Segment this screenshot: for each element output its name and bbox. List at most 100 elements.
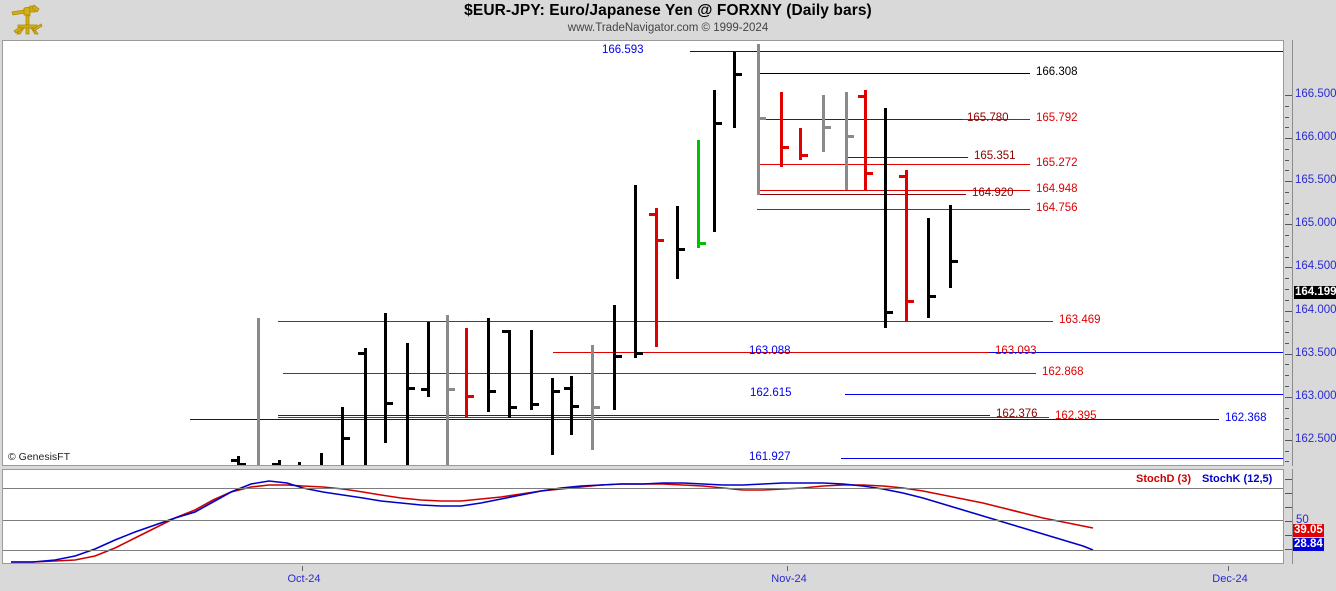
- genesisft-watermark: © GenesisFT: [8, 451, 71, 463]
- ohlc-close-tick: [532, 403, 539, 406]
- price-axis-minor-tick: [1285, 159, 1289, 161]
- ohlc-close-tick: [572, 405, 579, 408]
- ohlc-bar: [384, 313, 387, 443]
- date-axis-label: Dec-24: [1212, 573, 1248, 585]
- price-axis-minor-tick: [1285, 321, 1289, 323]
- date-axis-tick: [787, 566, 788, 571]
- ohlc-bar: [487, 318, 490, 412]
- ohlc-close-tick: [239, 463, 246, 465]
- price-axis-minor-tick: [1285, 342, 1289, 344]
- price-level-line: [962, 119, 1030, 120]
- price-level-label: 162.615: [750, 387, 792, 399]
- osc-tick: [1285, 549, 1292, 550]
- price-level-line: [278, 417, 1049, 418]
- price-level-label: 161.927: [749, 451, 791, 463]
- price-axis-minor-tick: [1285, 245, 1289, 247]
- ohlc-bar: [799, 128, 802, 160]
- stochd-value-badge: 39.05: [1293, 524, 1324, 537]
- ohlc-bar: [591, 345, 594, 450]
- ohlc-bar: [508, 330, 511, 418]
- chart-header: $EUR-JPY: Euro/Japanese Yen @ FORXNY (Da…: [0, 0, 1336, 38]
- ohlc-open-tick: [421, 388, 428, 391]
- ohlc-close-tick: [801, 154, 808, 157]
- ohlc-bar: [676, 206, 679, 279]
- price-axis-tick: [1285, 396, 1292, 398]
- ohlc-open-tick: [858, 95, 865, 98]
- price-level-label: 162.868: [1042, 366, 1084, 378]
- price-level-label: 163.093: [995, 345, 1037, 357]
- price-axis-label: 163.000: [1295, 389, 1336, 402]
- ohlc-bar: [884, 108, 887, 328]
- ohlc-bar: [927, 218, 930, 318]
- page-title: $EUR-JPY: Euro/Japanese Yen @ FORXNY (Da…: [464, 2, 872, 19]
- ohlc-bar: [613, 305, 616, 410]
- price-level-label: 162.376: [996, 408, 1038, 420]
- ohlc-bar: [427, 322, 430, 397]
- osc-gridline-bottom: [3, 550, 1283, 551]
- price-axis-minor-tick: [1285, 105, 1289, 107]
- price-axis-minor-tick: [1285, 299, 1289, 301]
- ohlc-close-tick: [886, 311, 893, 314]
- price-level-label: 162.368: [1225, 412, 1267, 424]
- ohlc-close-tick: [467, 395, 474, 398]
- price-level-label: 165.780: [967, 112, 1009, 124]
- price-level-label: 166.308: [1036, 66, 1078, 78]
- price-level-line: [757, 194, 966, 195]
- price-level-line: [757, 164, 1030, 165]
- date-axis-tick: [1228, 566, 1229, 571]
- ohlc-open-tick: [502, 330, 509, 333]
- ohlc-open-tick: [272, 463, 279, 465]
- price-level-line: [757, 190, 1030, 191]
- price-level-line: [278, 415, 990, 416]
- ohlc-close-tick: [448, 388, 455, 391]
- stochastic-oscillator-pane[interactable]: StochD (3) StochK (12,5): [2, 469, 1284, 564]
- price-axis-minor-tick: [1285, 202, 1289, 204]
- price-axis-tick: [1285, 267, 1292, 269]
- osc-gridline-top: [3, 488, 1283, 489]
- price-axis-tick: [1285, 439, 1292, 441]
- stochk-legend-label: StochK (12,5): [1202, 473, 1273, 485]
- osc-tick: [1285, 535, 1292, 536]
- price-axis-minor-tick: [1285, 450, 1289, 452]
- ohlc-bar: [822, 95, 825, 152]
- ohlc-bar: [406, 343, 409, 465]
- osc-axis-label-50: 50: [1296, 514, 1309, 526]
- ohlc-close-tick: [782, 146, 789, 149]
- price-axis-minor-tick: [1285, 213, 1289, 215]
- price-axis-minor-tick: [1285, 192, 1289, 193]
- price-axis-minor-tick: [1285, 278, 1289, 280]
- price-axis-label: 164.500: [1295, 260, 1336, 273]
- osc-tick: [1285, 521, 1292, 522]
- ohlc-bar: [465, 328, 468, 418]
- price-chart-pane[interactable]: 166.593 166.308 165.780 165.792 165.351 165.2…: [2, 40, 1284, 466]
- oscillator-axis[interactable]: 50 39.05 28.84: [1285, 469, 1336, 564]
- osc-tick: [1285, 507, 1292, 508]
- ohlc-close-tick: [657, 239, 664, 242]
- osc-tick: [1285, 493, 1292, 494]
- ohlc-open-tick: [358, 352, 365, 355]
- date-axis[interactable]: Oct-24 Nov-24 Dec-24: [2, 566, 1336, 591]
- ohlc-bar: [845, 92, 848, 190]
- price-axis[interactable]: 166.500 166.000 165.500 165.000 164.500 164.0…: [1285, 40, 1336, 488]
- price-axis-label: 162.500: [1295, 432, 1336, 445]
- osc-gridline-mid: [3, 520, 1283, 521]
- ohlc-close-tick: [951, 260, 958, 263]
- ohlc-close-tick: [593, 406, 600, 409]
- ohlc-bar: [278, 460, 281, 465]
- price-axis-tick: [1285, 95, 1292, 96]
- price-axis-minor-tick: [1285, 364, 1289, 366]
- price-level-line: [841, 458, 1283, 459]
- ohlc-bar: [634, 185, 637, 358]
- ohlc-close-tick: [615, 355, 622, 358]
- ohlc-open-tick: [649, 213, 656, 216]
- price-axis-label: 166.000: [1295, 131, 1336, 144]
- ohlc-bar: [570, 376, 573, 435]
- ohlc-bar: [697, 140, 700, 248]
- ohlc-close-tick: [735, 73, 742, 76]
- ohlc-open-tick: [231, 459, 238, 462]
- price-level-label: 165.351: [974, 150, 1016, 162]
- current-price-badge: 164.199: [1294, 286, 1336, 300]
- ohlc-bar: [780, 92, 783, 167]
- price-axis-label: 165.000: [1295, 217, 1336, 230]
